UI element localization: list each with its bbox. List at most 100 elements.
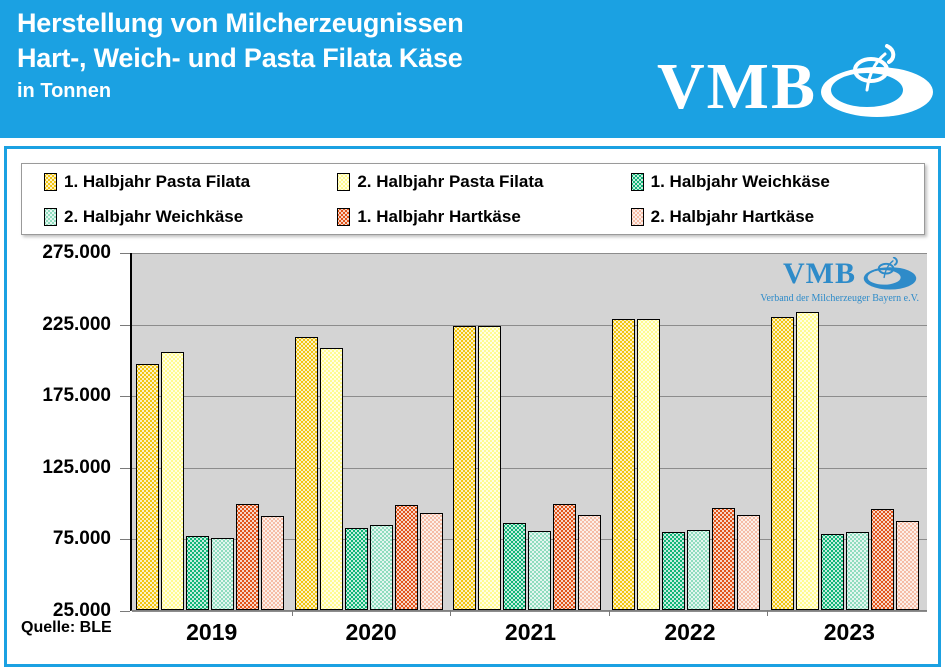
- legend-item-label: 2. Halbjahr Pasta Filata: [357, 171, 544, 191]
- y-axis-tick-mark: [120, 253, 130, 254]
- bar[interactable]: [453, 326, 477, 610]
- page-subtitle: in Tonnen: [17, 80, 112, 102]
- bar[interactable]: [261, 515, 285, 610]
- x-axis-label-2022: 2022: [664, 619, 716, 645]
- x-axis-tick-mark: [291, 610, 293, 616]
- bar[interactable]: [820, 534, 844, 610]
- legend-swatch-icon: [44, 172, 57, 191]
- y-axis-tick-mark: [120, 324, 130, 326]
- bar[interactable]: [687, 529, 711, 610]
- legend-swatch-icon: [630, 172, 644, 191]
- gridline: [132, 253, 927, 254]
- legend-item-label: 1. Halbjahr Pasta Filata: [64, 171, 251, 191]
- bar[interactable]: [503, 523, 527, 610]
- bar-group-2022: [610, 253, 769, 616]
- bar[interactable]: [612, 319, 636, 610]
- y-axis-tick-label: 125.000: [42, 456, 111, 478]
- bar[interactable]: [344, 527, 368, 610]
- bar[interactable]: [161, 352, 185, 610]
- x-axis-tick-mark: [767, 610, 769, 616]
- vmb-swirl-icon: [821, 44, 933, 117]
- bar[interactable]: [770, 317, 794, 610]
- bar[interactable]: [845, 531, 869, 610]
- bar-group-2019: [134, 253, 293, 616]
- legend-item[interactable]: 1. Halbjahr Weichkäse: [630, 171, 924, 192]
- y-axis-tick-label: 175.000: [42, 385, 111, 407]
- vmb-wordmark: VMB: [657, 50, 817, 123]
- gridline: [132, 467, 927, 469]
- bar[interactable]: [737, 514, 761, 610]
- plot-area: VMB Verband der Milcherzeuger Bayern e.V…: [130, 253, 927, 616]
- x-axis-label-2021: 2021: [504, 619, 557, 645]
- x-axis-tick-mark: [608, 610, 610, 616]
- bar[interactable]: [662, 531, 686, 610]
- y-axis-tick-label: 225.000: [42, 313, 111, 335]
- legend-swatch-icon: [44, 207, 57, 226]
- bar[interactable]: [795, 312, 819, 610]
- legend-item[interactable]: 1. Halbjahr Pasta Filata: [44, 172, 337, 192]
- legend-item-label: 2. Halbjahr Weichkäse: [64, 206, 244, 226]
- vmb-logo: VMB: [657, 44, 937, 132]
- gridline: [132, 611, 927, 612]
- bar[interactable]: [211, 538, 235, 610]
- bar[interactable]: [553, 504, 577, 610]
- chart-container: 1. Halbjahr Pasta Filata 2. Halbjahr Past…: [4, 146, 941, 667]
- legend-swatch-icon: [337, 172, 351, 191]
- bar[interactable]: [369, 524, 393, 610]
- bar[interactable]: [528, 530, 552, 610]
- legend-swatch-icon: [337, 207, 351, 226]
- legend-item-label: 1. Halbjahr Hartkäse: [357, 206, 521, 226]
- legend-item[interactable]: 1. Halbjahr Hartkäse: [337, 207, 630, 227]
- y-axis-tick-mark: [120, 611, 130, 612]
- y-axis-labels: 275.000 225.000 175.000 125.000 75.000 25.000: [7, 242, 117, 621]
- legend-item-label: 2. Halbjahr Hartkäse: [650, 206, 815, 226]
- bar-group-2021: [451, 253, 610, 616]
- legend-item[interactable]: 2. Halbjahr Weichkäse: [44, 207, 337, 227]
- source-note: Quelle: BLE: [21, 619, 112, 636]
- bar[interactable]: [319, 347, 343, 610]
- y-axis-tick-label: 75.000: [52, 528, 111, 550]
- page-title-line1: Herstellung von Milcherzeugnissen: [17, 8, 464, 38]
- bar-groups: [134, 253, 927, 616]
- y-axis-tick-label: 275.000: [42, 242, 111, 263]
- gridline: [132, 396, 927, 398]
- bar[interactable]: [478, 326, 502, 610]
- y-axis-tick-mark: [120, 396, 130, 398]
- bar[interactable]: [712, 507, 736, 610]
- x-axis-labels: 2019 2020 2021 2022 2023: [132, 619, 929, 646]
- bar[interactable]: [637, 319, 661, 610]
- chart-legend: 1. Halbjahr Pasta Filata 2. Halbjahr Past…: [21, 163, 925, 235]
- legend-swatch-icon: [630, 207, 644, 226]
- bar-set: [294, 253, 443, 610]
- bar-set: [453, 253, 602, 610]
- bar-set: [770, 253, 919, 610]
- bar[interactable]: [870, 509, 894, 610]
- x-axis-label-2023: 2023: [823, 619, 875, 645]
- bar[interactable]: [294, 336, 318, 610]
- x-axis-tick-mark: [450, 610, 452, 616]
- y-axis-tick-mark: [120, 467, 130, 469]
- legend-item[interactable]: 2. Halbjahr Pasta Filata: [337, 172, 630, 192]
- bar[interactable]: [186, 536, 210, 610]
- gridline: [132, 324, 927, 326]
- bar[interactable]: [136, 364, 160, 610]
- legend-item-label: 1. Halbjahr Weichkäse: [650, 171, 830, 191]
- header-title-block: Herstellung von Milcherzeugnissen Hart-,…: [17, 6, 677, 106]
- bar-set: [612, 253, 761, 610]
- bar[interactable]: [895, 521, 919, 610]
- y-axis-tick-label: 25.000: [52, 600, 111, 621]
- legend-item[interactable]: 2. Halbjahr Hartkäse: [630, 206, 924, 227]
- bar-group-2023: [768, 253, 927, 610]
- bar[interactable]: [394, 504, 418, 610]
- bar[interactable]: [578, 514, 602, 610]
- page-title-line2: Hart-, Weich- und Pasta Filata Käse: [17, 43, 463, 73]
- x-axis-label-2019: 2019: [186, 619, 238, 645]
- bar[interactable]: [236, 504, 260, 610]
- bar[interactable]: [419, 513, 443, 610]
- x-axis-label-2020: 2020: [345, 619, 397, 645]
- y-axis-tick-mark: [120, 539, 130, 541]
- bar-group-2020: [293, 253, 452, 616]
- plot-wrapper: 275.000 225.000 175.000 125.000 75.000 25.000…: [7, 242, 938, 666]
- page-header: Herstellung von Milcherzeugnissen Hart-,…: [0, 0, 945, 138]
